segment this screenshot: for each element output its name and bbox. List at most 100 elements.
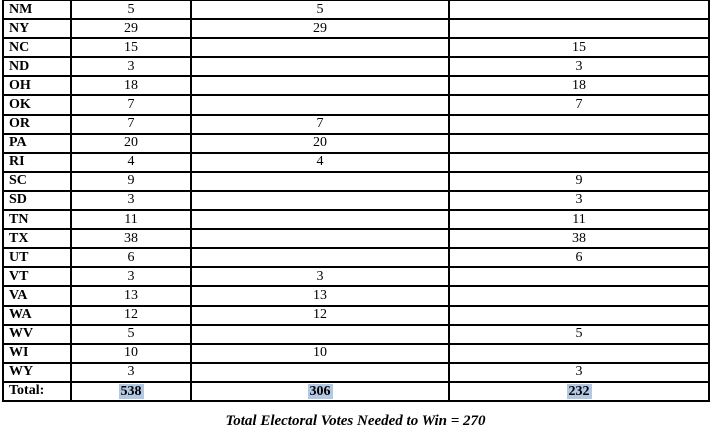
total-votes-cell: 5 [70, 323, 192, 345]
total-electoral-votes-value: 538 [118, 383, 144, 399]
state-abbr-cell: TN [2, 209, 72, 231]
candidate-b-votes-cell [448, 266, 710, 288]
total-votes-cell: 4 [70, 151, 192, 173]
state-abbr-cell: TX [2, 228, 72, 250]
state-abbr-cell: VT [2, 266, 72, 288]
total-votes-cell: 29 [70, 18, 192, 40]
total-candidate-b-cell: 232 [448, 380, 710, 402]
candidate-b-votes-cell [448, 18, 710, 40]
table-row: OH 18 18 [2, 75, 710, 97]
table-row: RI 4 4 [2, 151, 710, 173]
candidate-a-votes-cell: 12 [190, 304, 450, 326]
candidate-a-votes-cell: 20 [190, 132, 450, 154]
candidate-a-votes-cell [190, 94, 450, 116]
state-abbr-cell: RI [2, 151, 72, 173]
state-abbr-cell: OK [2, 94, 72, 116]
state-abbr-cell: NY [2, 18, 72, 40]
table-row: NY 29 29 [2, 18, 710, 40]
total-votes-cell: 3 [70, 361, 192, 383]
state-abbr-cell: UT [2, 247, 72, 269]
total-candidate-b-value: 232 [566, 383, 592, 399]
total-votes-cell: 15 [70, 37, 192, 59]
candidate-a-votes-cell: 7 [190, 113, 450, 135]
state-abbr-cell: SD [2, 189, 72, 212]
state-abbr-cell: PA [2, 132, 72, 154]
total-row-label: Total: [2, 380, 72, 402]
table-row: ND 3 3 [2, 56, 710, 78]
state-abbr-cell: OR [2, 113, 72, 135]
candidate-b-votes-cell [448, 0, 710, 21]
state-abbr-cell: OH [2, 75, 72, 97]
total-votes-cell: 6 [70, 247, 192, 269]
candidate-a-votes-cell [190, 75, 450, 97]
state-abbr-cell: NM [2, 0, 72, 21]
total-votes-cell: 38 [70, 228, 192, 250]
candidate-a-votes-cell: 4 [190, 151, 450, 173]
state-rows: NM 5 5 NY 29 29 NC 15 15 ND 3 3 OH 18 18 OK 7 7 OR 7 7 PA 20 20… [2, 0, 710, 383]
state-abbr-cell: WV [2, 323, 72, 345]
table-row: VT 3 3 [2, 266, 710, 288]
total-votes-cell: 13 [70, 285, 192, 307]
candidate-b-votes-cell: 3 [448, 189, 710, 212]
table-row: TX 38 38 [2, 228, 710, 250]
state-abbr-cell: SC [2, 170, 72, 192]
table-row: VA 13 13 [2, 285, 710, 307]
state-abbr-cell: NC [2, 37, 72, 59]
candidate-a-votes-cell: 29 [190, 18, 450, 40]
total-votes-cell: 18 [70, 75, 192, 97]
total-row: Total: 538 306 232 [2, 380, 710, 402]
table-row: NC 15 15 [2, 37, 710, 59]
candidate-b-votes-cell [448, 285, 710, 307]
table-row: OR 7 7 [2, 113, 710, 135]
candidate-a-votes-cell [190, 361, 450, 383]
total-votes-cell: 7 [70, 94, 192, 116]
table-row: SC 9 9 [2, 170, 710, 192]
candidate-b-votes-cell: 18 [448, 75, 710, 97]
total-votes-cell: 10 [70, 342, 192, 364]
candidate-b-votes-cell [448, 342, 710, 364]
candidate-a-votes-cell [190, 323, 450, 345]
candidate-a-votes-cell [190, 247, 450, 269]
candidate-a-votes-cell [190, 56, 450, 78]
candidate-b-votes-cell: 7 [448, 94, 710, 116]
total-electoral-votes-cell: 538 [70, 380, 192, 402]
candidate-b-votes-cell: 5 [448, 323, 710, 345]
electoral-votes-table: NM 5 5 NY 29 29 NC 15 15 ND 3 3 OH 18 18 OK 7 7 OR 7 7 PA 20 20… [2, 0, 710, 402]
candidate-b-votes-cell: 11 [448, 209, 710, 231]
candidate-a-votes-cell: 10 [190, 342, 450, 364]
state-abbr-cell: ND [2, 56, 72, 78]
total-votes-cell: 3 [70, 266, 192, 288]
table-row: WY 3 3 [2, 361, 710, 383]
candidate-b-votes-cell: 3 [448, 361, 710, 383]
total-candidate-a-value: 306 [307, 383, 333, 399]
candidate-a-votes-cell [190, 170, 450, 192]
candidate-a-votes-cell [190, 209, 450, 231]
candidate-a-votes-cell: 3 [190, 266, 450, 288]
state-abbr-cell: WY [2, 361, 72, 383]
candidate-b-votes-cell: 38 [448, 228, 710, 250]
state-abbr-cell: WA [2, 304, 72, 326]
table-row: WA 12 12 [2, 304, 710, 326]
candidate-b-votes-cell [448, 113, 710, 135]
candidate-b-votes-cell [448, 304, 710, 326]
table-row: UT 6 6 [2, 247, 710, 269]
table-row: NM 5 5 [2, 0, 710, 21]
table-row: OK 7 7 [2, 94, 710, 116]
total-votes-cell: 5 [70, 0, 192, 21]
candidate-a-votes-cell [190, 189, 450, 212]
votes-needed-to-win-note: Total Electoral Votes Needed to Win = 27… [225, 413, 486, 429]
state-abbr-cell: VA [2, 285, 72, 307]
candidate-a-votes-cell: 13 [190, 285, 450, 307]
state-abbr-cell: WI [2, 342, 72, 364]
table-row: WV 5 5 [2, 323, 710, 345]
total-votes-cell: 3 [70, 56, 192, 78]
total-section: Total: 538 306 232 [2, 380, 710, 402]
candidate-a-votes-cell [190, 228, 450, 250]
table-row: WI 10 10 [2, 342, 710, 364]
candidate-b-votes-cell: 9 [448, 170, 710, 192]
table-row: SD 3 3 [2, 189, 710, 212]
candidate-b-votes-cell: 15 [448, 37, 710, 59]
total-votes-cell: 3 [70, 189, 192, 212]
total-votes-cell: 12 [70, 304, 192, 326]
total-votes-cell: 20 [70, 132, 192, 154]
